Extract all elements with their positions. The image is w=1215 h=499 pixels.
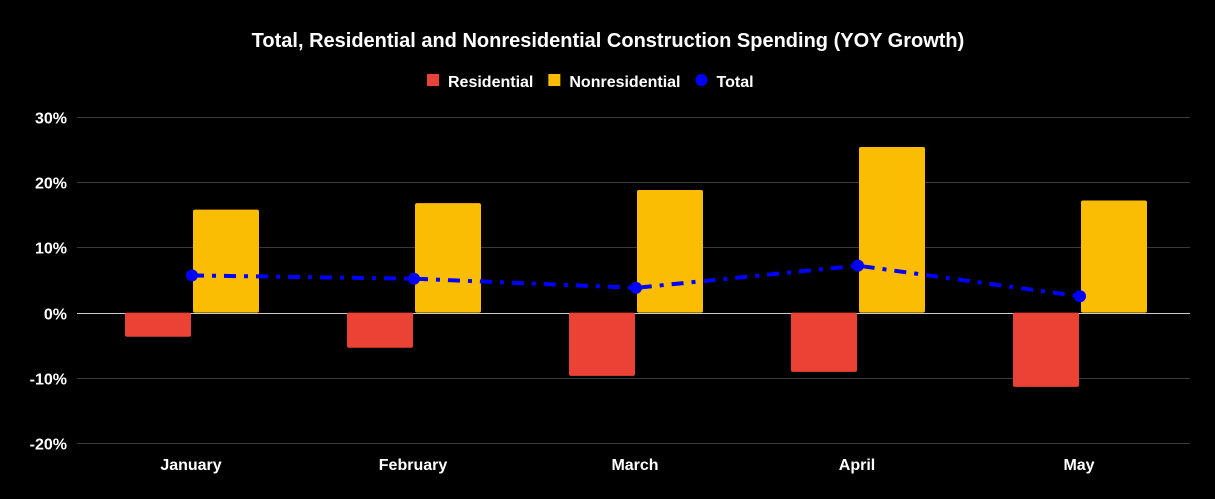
y-axis: 30% 20% 10% 0% -10% -20% xyxy=(30,111,67,454)
legend-label-total: Total xyxy=(717,74,754,91)
legend-label-residential: Residential xyxy=(448,74,533,91)
chart-title: Total, Residential and Nonresidential Co… xyxy=(252,30,965,52)
x-tick-label: March xyxy=(611,457,658,474)
total-line xyxy=(186,259,1086,303)
bar-nonresidential-may xyxy=(1081,200,1147,313)
bar-residential-january xyxy=(125,312,191,337)
x-tick-label: February xyxy=(379,457,448,474)
bar-nonresidential-march xyxy=(637,190,703,313)
total-point-february xyxy=(408,272,420,285)
y-tick-label: 0% xyxy=(44,307,67,324)
total-point-may xyxy=(1074,290,1086,303)
legend-swatch-residential xyxy=(427,74,439,86)
total-point-march xyxy=(630,281,642,294)
legend-label-nonresidential: Nonresidential xyxy=(569,74,680,91)
y-tick-label: -10% xyxy=(30,372,67,389)
y-tick-label: 30% xyxy=(35,111,67,128)
bars xyxy=(125,146,1147,387)
total-point-april xyxy=(852,259,864,272)
bar-residential-may xyxy=(1013,312,1079,387)
bar-residential-february xyxy=(347,312,413,348)
x-tick-label: January xyxy=(160,457,221,474)
bar-residential-april xyxy=(791,312,857,372)
total-point-january xyxy=(186,269,198,282)
legend-swatch-total xyxy=(695,74,708,86)
bar-nonresidential-april xyxy=(859,146,925,313)
total-series-line xyxy=(191,263,1081,299)
bar-nonresidential-february xyxy=(415,203,481,313)
x-tick-label: April xyxy=(839,457,875,474)
x-axis: January February March April May xyxy=(160,457,1094,474)
y-tick-label: -20% xyxy=(30,437,67,454)
x-tick-label: May xyxy=(1063,457,1094,474)
legend-swatch-nonresidential xyxy=(548,74,561,86)
bar-residential-march xyxy=(569,312,635,376)
legend: Residential Nonresidential Total xyxy=(427,74,754,91)
bar-nonresidential-january xyxy=(193,209,259,313)
y-tick-label: 20% xyxy=(35,176,67,193)
y-tick-label: 10% xyxy=(35,241,67,258)
